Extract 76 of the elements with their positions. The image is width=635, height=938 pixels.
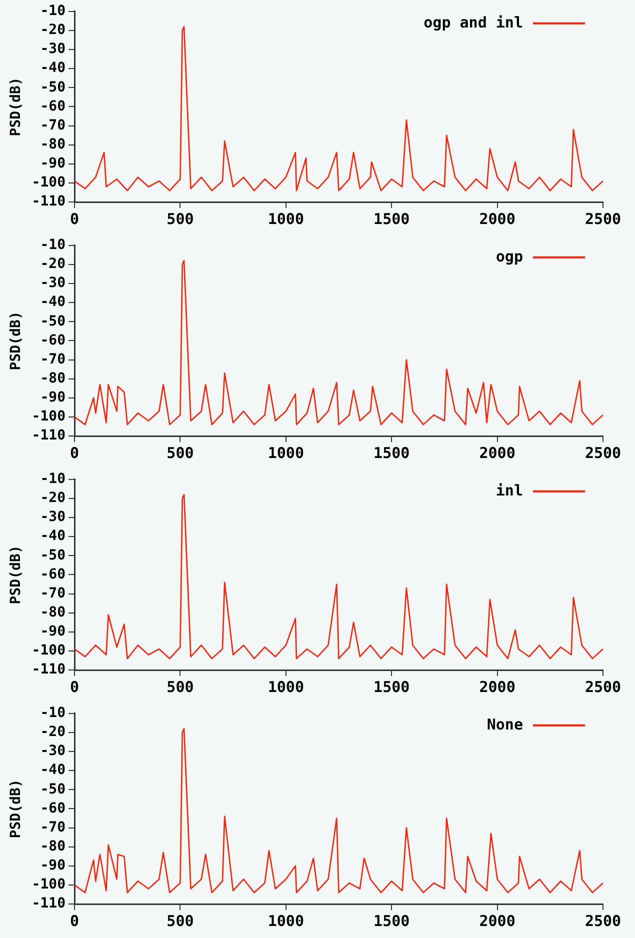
- x-tick-label: 500: [166, 444, 194, 462]
- x-tick-label: 1000: [268, 210, 304, 228]
- y-tick-label: -90: [40, 156, 66, 172]
- y-tick-label: -20: [40, 256, 66, 272]
- y-axis-title: PSD(dB): [8, 545, 24, 604]
- x-tick-label: 2000: [479, 912, 516, 930]
- y-tick-label: -110: [32, 194, 66, 210]
- y-tick-label: -90: [40, 858, 66, 874]
- y-tick-label: -30: [40, 41, 66, 58]
- y-tick-label: -70: [40, 351, 66, 368]
- x-tick-label: 2500: [584, 912, 622, 930]
- x-tick-label: 500: [166, 912, 194, 930]
- y-tick-label: -110: [32, 662, 66, 678]
- y-tick-label: -100: [32, 174, 66, 191]
- y-tick-label: -40: [40, 60, 66, 76]
- x-tick-label: 1000: [268, 912, 304, 930]
- y-tick-label: -50: [40, 781, 66, 798]
- x-tick-label: 1500: [374, 444, 410, 462]
- y-tick-label: -40: [40, 294, 66, 310]
- x-tick-label: 2000: [479, 210, 516, 228]
- y-tick-label: -80: [40, 370, 66, 386]
- y-tick-label: -20: [40, 724, 66, 740]
- y-tick-label: -110: [32, 428, 66, 444]
- legend-label: ogp and inl: [424, 13, 523, 32]
- y-tick-label: -60: [40, 98, 66, 114]
- y-tick-label: -20: [40, 490, 66, 506]
- x-tick-label: 1000: [268, 444, 304, 462]
- x-tick-label: 1500: [374, 678, 410, 696]
- x-tick-label: 1000: [268, 678, 304, 696]
- y-tick-label: -10: [40, 237, 66, 254]
- y-tick-label: -40: [40, 762, 66, 778]
- x-tick-label: 2000: [479, 678, 516, 696]
- y-tick-label: -50: [40, 547, 66, 564]
- y-tick-label: -40: [40, 528, 66, 544]
- y-tick-label: -90: [40, 390, 66, 406]
- y-tick-label: -30: [40, 509, 66, 526]
- x-tick-label: 1500: [374, 912, 410, 930]
- y-tick-label: -10: [40, 705, 66, 722]
- y-axis-title: PSD(dB): [8, 779, 24, 838]
- y-tick-label: -70: [40, 117, 66, 134]
- y-axis-title: PSD(dB): [8, 77, 24, 136]
- y-tick-label: -90: [40, 624, 66, 640]
- x-tick-label: 2500: [584, 444, 622, 462]
- y-tick-label: -60: [40, 800, 66, 816]
- y-tick-label: -80: [40, 136, 66, 152]
- y-tick-label: -70: [40, 819, 66, 836]
- x-tick-label: 2500: [584, 210, 622, 228]
- legend-label: ogp: [496, 247, 523, 266]
- x-tick-label: 2500: [584, 678, 622, 696]
- y-tick-label: -60: [40, 566, 66, 582]
- y-tick-label: -100: [32, 876, 66, 893]
- y-tick-label: -70: [40, 585, 66, 602]
- y-tick-label: -30: [40, 743, 66, 760]
- y-tick-label: -110: [32, 896, 66, 912]
- y-tick-label: -20: [40, 22, 66, 38]
- x-tick-label: 0: [70, 678, 80, 696]
- x-tick-label: 500: [166, 678, 194, 696]
- y-tick-label: -50: [40, 79, 66, 96]
- x-tick-label: 0: [70, 444, 80, 462]
- y-tick-label: -30: [40, 275, 66, 292]
- y-tick-label: -100: [32, 408, 66, 425]
- legend-label: None: [486, 715, 523, 734]
- x-tick-label: 500: [166, 210, 194, 228]
- y-axis-title: PSD(dB): [8, 311, 24, 370]
- y-tick-label: -10: [40, 3, 66, 20]
- y-tick-label: -10: [40, 471, 66, 488]
- legend-label: inl: [496, 481, 523, 500]
- y-tick-label: -60: [40, 332, 66, 348]
- y-tick-label: -80: [40, 838, 66, 854]
- x-tick-label: 0: [70, 912, 80, 930]
- x-tick-label: 0: [70, 210, 80, 228]
- x-tick-label: 1500: [374, 210, 410, 228]
- y-tick-label: -80: [40, 604, 66, 620]
- y-tick-label: -50: [40, 313, 66, 330]
- x-tick-label: 2000: [479, 444, 516, 462]
- y-tick-label: -100: [32, 642, 66, 659]
